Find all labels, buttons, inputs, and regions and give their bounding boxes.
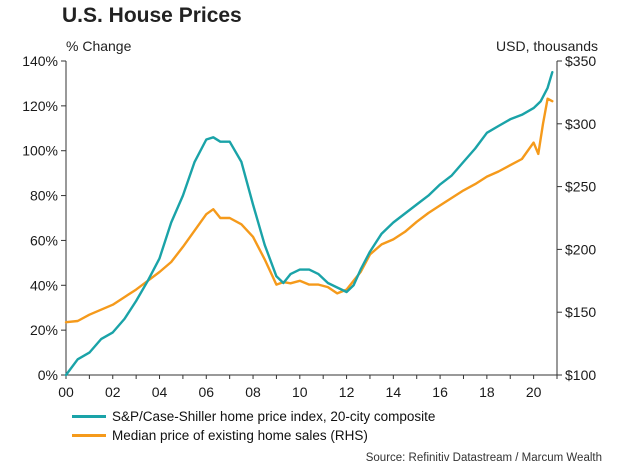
right-tick-label: $250 xyxy=(565,179,596,195)
left-tick-label: 0% xyxy=(38,367,58,383)
x-tick-label: 12 xyxy=(339,384,355,400)
right-axis-label: USD, thousands xyxy=(496,38,598,54)
axes: 0% 20% 40% 60% 80% 100% 120% 140% $100 $150 $200 $2… xyxy=(22,53,596,400)
left-axis-label: % Change xyxy=(66,38,132,54)
x-tick-label: 00 xyxy=(58,384,74,400)
x-tick-label: 08 xyxy=(245,384,261,400)
legend-item-median-price: Median price of existing home sales (RHS… xyxy=(72,428,368,443)
left-tick-label: 80% xyxy=(30,188,58,204)
left-tick-label: 60% xyxy=(30,232,58,248)
left-tick-label: 20% xyxy=(30,322,58,338)
legend-label-median-price: Median price of existing home sales (RHS… xyxy=(112,428,368,443)
legend-label-case-shiller: S&P/Case-Shiller home price index, 20-ci… xyxy=(112,409,436,424)
right-tick-label: $300 xyxy=(565,116,596,132)
x-tick-label: 06 xyxy=(198,384,214,400)
right-tick-label: $200 xyxy=(565,241,596,257)
legend-item-case-shiller: S&P/Case-Shiller home price index, 20-ci… xyxy=(72,409,435,424)
x-tick-label: 02 xyxy=(105,384,121,400)
left-tick-label: 120% xyxy=(22,98,58,114)
x-tick-label: 14 xyxy=(386,384,402,400)
x-tick-label: 10 xyxy=(292,384,308,400)
legend-swatch-teal xyxy=(72,415,106,418)
x-tick-label: 04 xyxy=(152,384,168,400)
series-layer xyxy=(64,70,554,377)
chart-title: U.S. House Prices xyxy=(62,4,242,27)
series-line-median-price xyxy=(64,97,554,324)
source-note: Source: Refinitiv Datastream / Marcum We… xyxy=(365,452,602,464)
legend-swatch-orange xyxy=(72,434,106,437)
left-tick-label: 40% xyxy=(30,277,58,293)
x-tick-label: 20 xyxy=(526,384,542,400)
x-tick-label: 18 xyxy=(479,384,495,400)
left-tick-label: 140% xyxy=(22,53,58,69)
right-tick-label: $150 xyxy=(565,304,596,320)
left-tick-label: 100% xyxy=(22,143,58,159)
x-tick-label: 16 xyxy=(432,384,448,400)
right-tick-label: $350 xyxy=(565,53,596,69)
right-tick-label: $100 xyxy=(565,367,596,383)
series-line-case-shiller xyxy=(64,70,554,377)
